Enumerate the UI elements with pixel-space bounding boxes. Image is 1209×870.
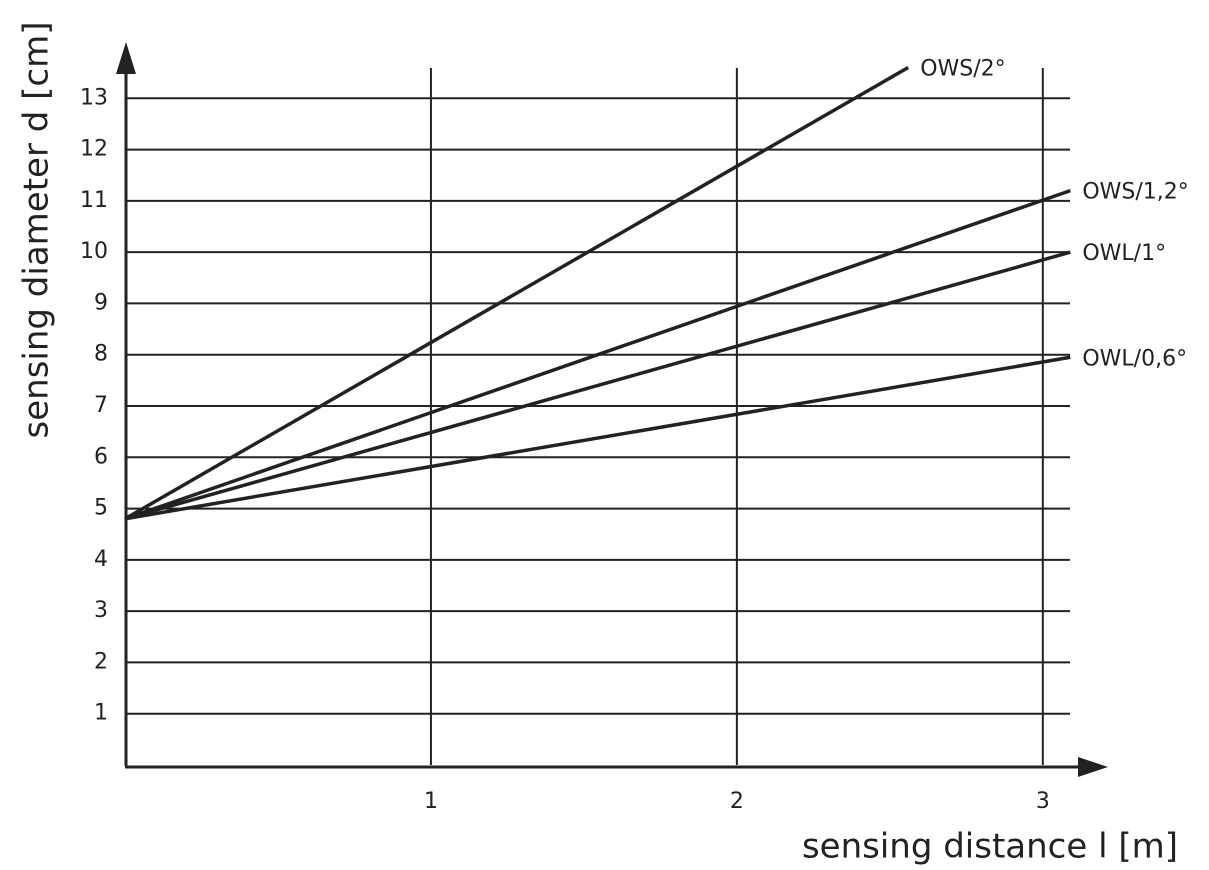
- y-axis-title: sensing diameter d [cm]: [17, 22, 57, 439]
- y-tick-label: 9: [94, 290, 108, 315]
- x-tick-label: 3: [1036, 789, 1050, 814]
- data-line: [124, 65, 910, 521]
- series-label: OWL/1°: [1082, 241, 1166, 266]
- y-tick-label: 6: [94, 444, 108, 469]
- y-tick-label: 4: [94, 547, 108, 572]
- y-tick-label: 13: [80, 85, 108, 110]
- series-label: OWS/2°: [920, 57, 1005, 82]
- x-axis-title: sensing distance l [m]: [802, 827, 1178, 867]
- y-tick-label: 8: [94, 342, 108, 367]
- series-label: OWS/1,2°: [1082, 180, 1188, 205]
- data-line: [124, 188, 1071, 521]
- y-tick-label: 12: [80, 137, 108, 162]
- x-tick-label: 2: [730, 789, 744, 814]
- y-tick-label: 11: [80, 188, 108, 213]
- x-tick-label: 1: [424, 789, 438, 814]
- y-tick-label: 3: [94, 598, 108, 623]
- y-tick-label: 1: [94, 701, 108, 726]
- y-tick-label: 7: [94, 393, 108, 418]
- data-line: [124, 250, 1071, 521]
- y-tick-label: 5: [94, 496, 108, 521]
- y-tick-label: 10: [80, 239, 108, 264]
- x-axis-arrow: [1078, 757, 1108, 777]
- y-axis-arrow: [116, 42, 136, 74]
- data-line: [124, 355, 1071, 521]
- series-label: OWL/0,6°: [1082, 346, 1187, 371]
- y-tick-label: 2: [94, 649, 108, 674]
